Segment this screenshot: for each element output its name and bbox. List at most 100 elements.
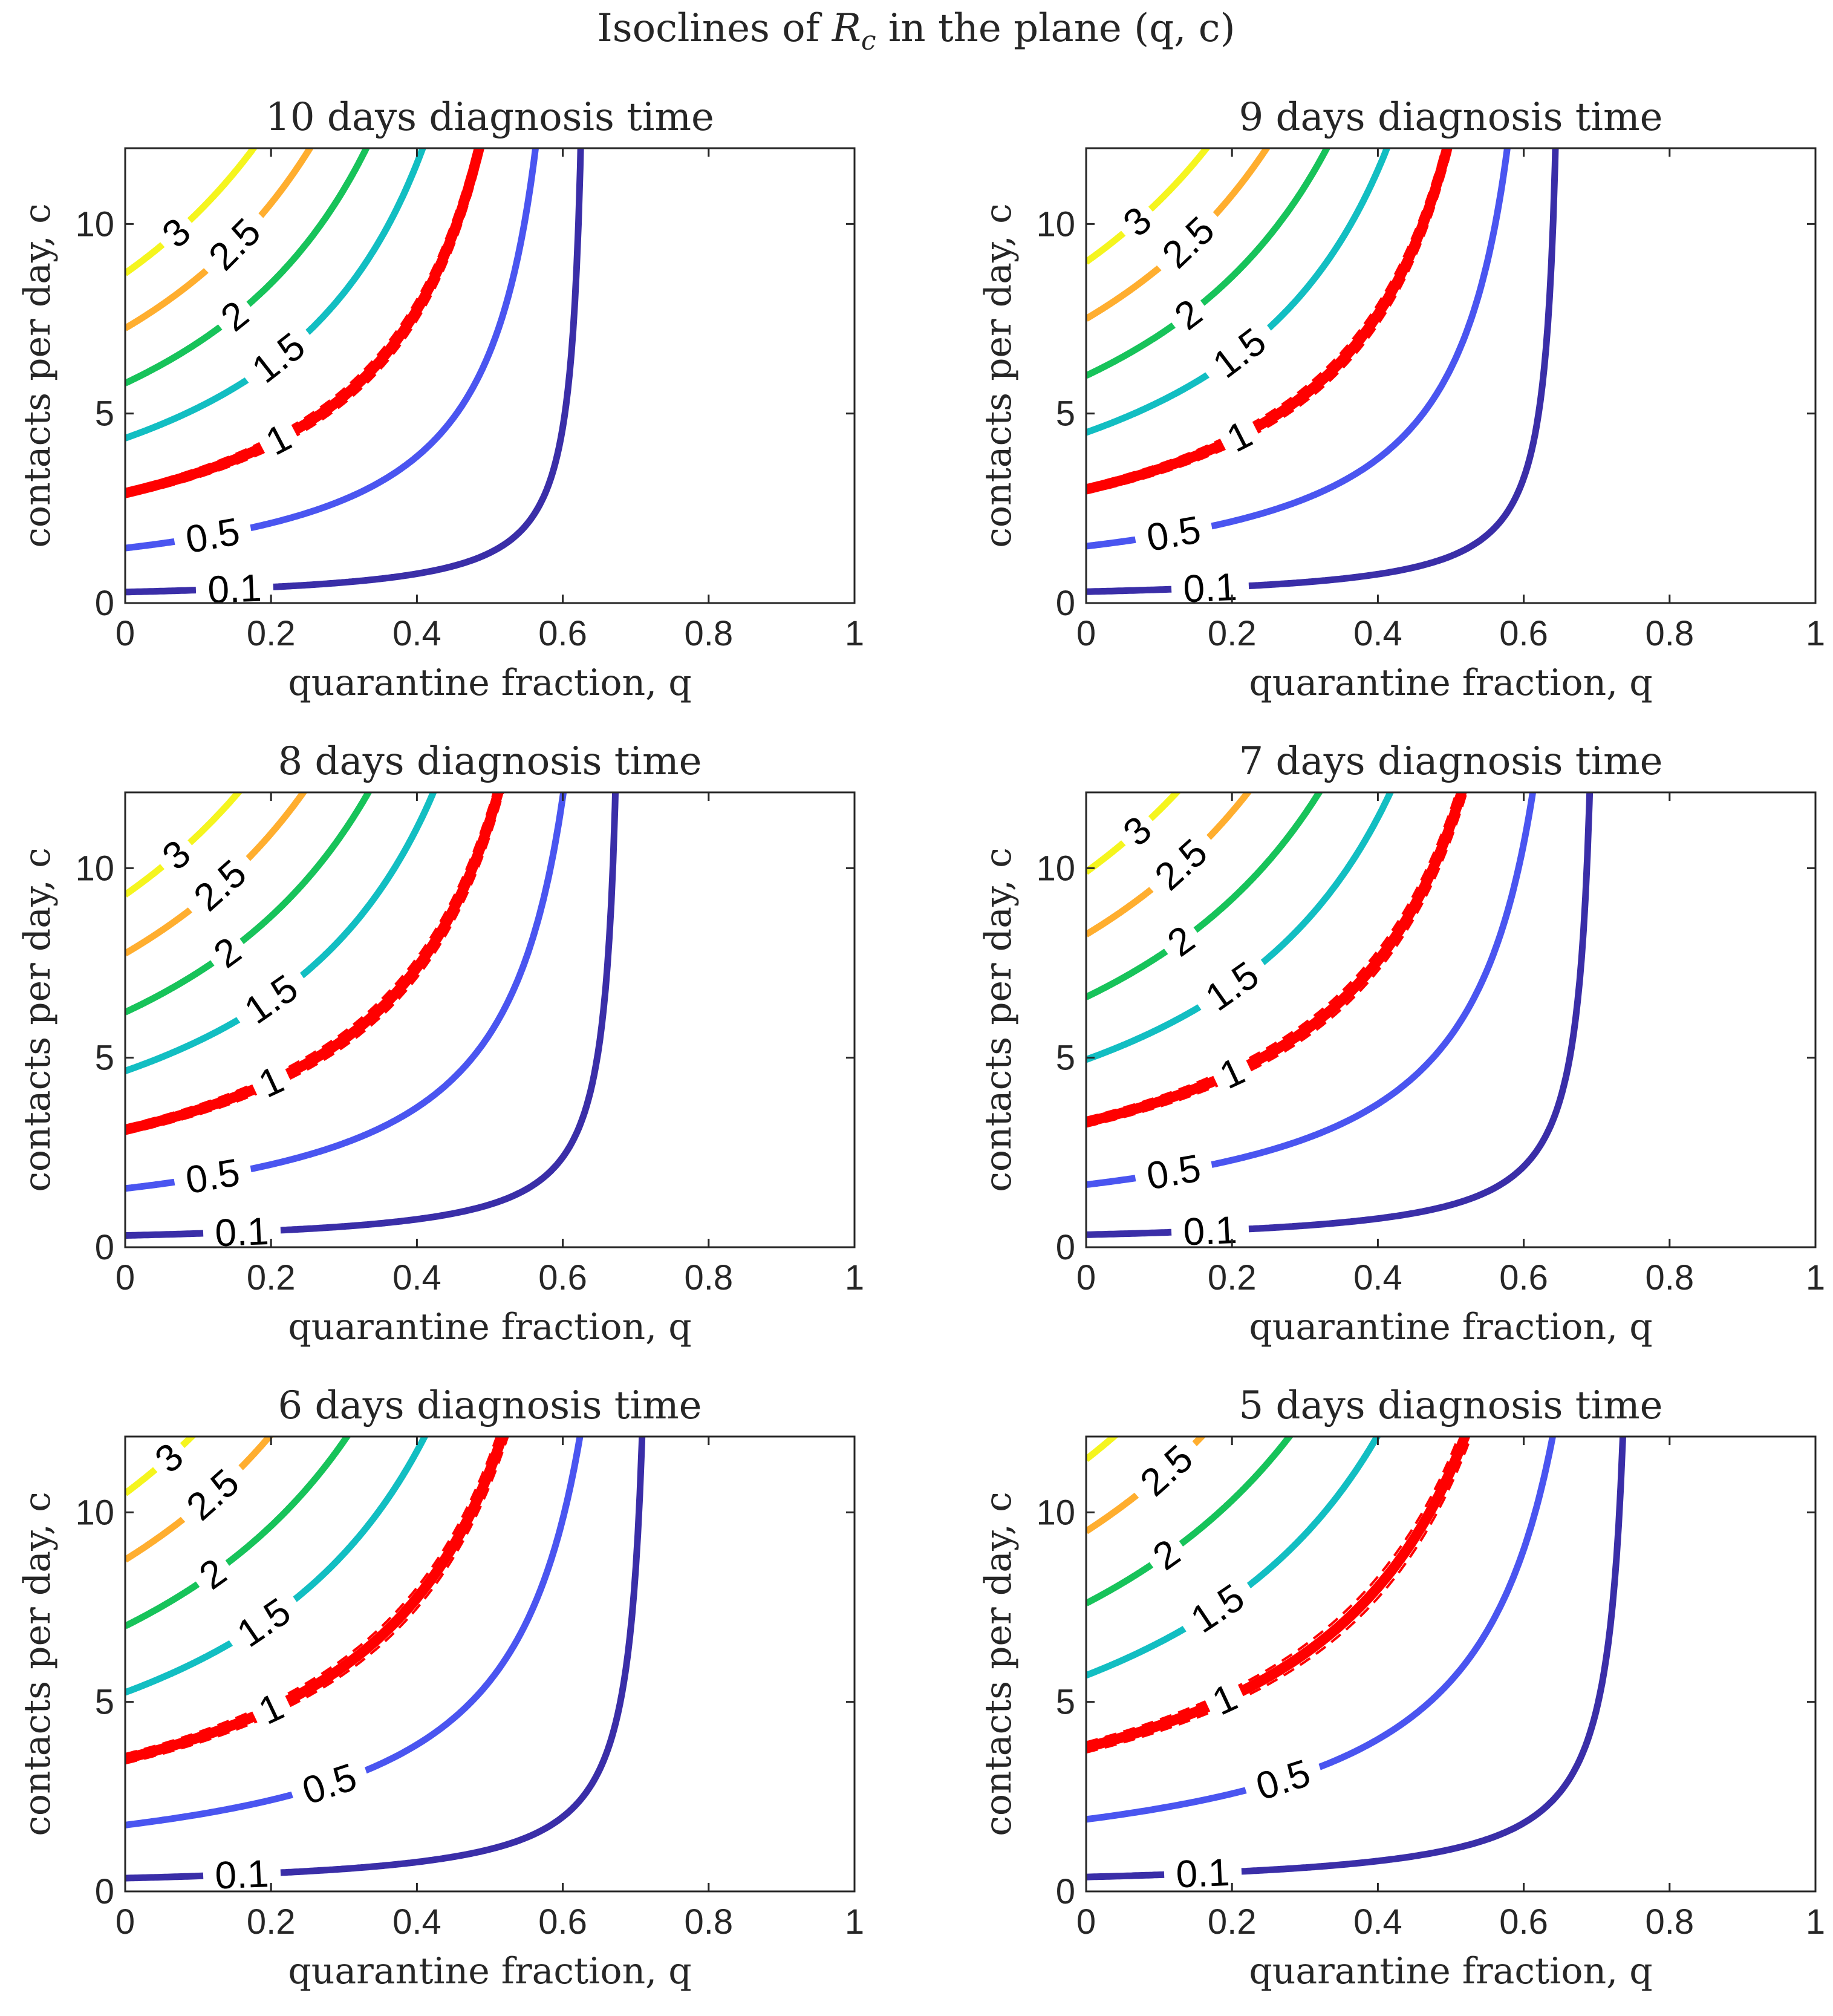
contour-label-gap — [229, 962, 313, 1036]
isocline-1 — [125, 792, 504, 1135]
x-tick-label: 0.6 — [1499, 1902, 1548, 1942]
x-tick-label: 0.8 — [684, 1902, 733, 1942]
y-tick-label: 5 — [95, 394, 114, 434]
x-tick-label: 1 — [1806, 1258, 1825, 1297]
contour-label-gap — [187, 1548, 238, 1599]
x-tick-label: 1 — [845, 1258, 864, 1297]
contour-label-0.1: 0.1 — [202, 1851, 282, 1897]
y-tick-label: 5 — [1056, 394, 1075, 434]
isocline-0.5 — [1086, 1437, 1557, 1823]
x-tick-label: 0.8 — [1645, 1258, 1694, 1297]
x-tick-label: 0.2 — [1208, 1258, 1257, 1297]
x-axis-label: quarantine fraction, q — [1249, 1306, 1652, 1348]
contour-label-text: 0.5 — [183, 509, 243, 561]
x-tick-label: 1 — [845, 614, 864, 653]
contour-label-0.5: 0.5 — [171, 1150, 254, 1202]
isocline-1 — [1086, 792, 1467, 1127]
contour-label-gap — [1147, 202, 1229, 282]
contour-label-2: 2 — [1155, 915, 1206, 967]
plot-area — [1086, 1437, 1815, 1891]
contour-label-0.5: 0.5 — [171, 509, 254, 561]
contour-label-gap — [209, 290, 261, 342]
contour-label-gap — [1141, 1529, 1192, 1580]
contour-label-gap — [1132, 509, 1215, 558]
x-tick-label: 0.4 — [392, 1902, 441, 1942]
contour-label-gap — [195, 569, 275, 608]
panel-title: 6 days diagnosis time — [278, 1383, 702, 1428]
panel-title: 9 days diagnosis time — [1239, 95, 1662, 140]
y-axis-label: contacts per day, c — [16, 1492, 59, 1836]
contour-label-gap — [194, 204, 275, 285]
plot-area — [125, 1437, 855, 1891]
axes-box — [124, 1435, 856, 1893]
x-tick-label: 0 — [1076, 1902, 1096, 1942]
x-tick-label: 0.2 — [1208, 1902, 1257, 1942]
figure-title: Isoclines of Rc in the plane (q, c) — [597, 6, 1235, 56]
y-tick-label: 5 — [1056, 1683, 1075, 1722]
y-tick-label: 0 — [95, 1228, 114, 1267]
isocline-3 — [1086, 792, 1182, 875]
isocline-2 — [125, 148, 370, 387]
contour-label-gap — [201, 927, 253, 978]
figure-title-suffix: in the plane (q, c) — [876, 6, 1236, 51]
isocline-3 — [1086, 1437, 1119, 1462]
y-tick-label: 10 — [1036, 849, 1075, 888]
y-tick-label: 10 — [75, 1493, 114, 1532]
contour-label-0.5: 0.5 — [1132, 507, 1215, 559]
x-tick-label: 0 — [1076, 1258, 1096, 1297]
axes-box — [124, 791, 856, 1248]
contour-label-gap — [1197, 315, 1281, 391]
contour-label-1.5: 1.5 — [1175, 1571, 1260, 1645]
contour-label-gap — [1200, 1675, 1249, 1724]
contour-label-gap — [171, 1455, 254, 1534]
figure-title-symbol: R — [832, 6, 861, 51]
contour-label-gap — [1170, 567, 1250, 608]
x-tick-label: 0.8 — [684, 614, 733, 653]
x-axis-label: quarantine fraction, q — [288, 1306, 691, 1348]
y-tick-label: 10 — [1036, 204, 1075, 244]
x-tick-label: 0.2 — [247, 614, 296, 653]
contour-label-gap — [221, 1585, 306, 1660]
contour-label-gap — [171, 1152, 254, 1201]
axes-box — [1085, 147, 1817, 604]
x-tick-label: 0.6 — [538, 1902, 587, 1942]
contour-label-gap — [202, 1212, 282, 1252]
contour-label-text: 0.1 — [1182, 1208, 1238, 1254]
axes-box — [124, 147, 856, 604]
isocline-2 — [125, 1437, 351, 1629]
isocline-1 — [125, 1437, 508, 1764]
x-tick-label: 1 — [1806, 614, 1825, 653]
isocline-1 — [125, 148, 485, 498]
contour-label-0.1: 0.1 — [1170, 1208, 1250, 1254]
y-tick-label: 0 — [1056, 1228, 1075, 1267]
contour-label-2: 2 — [1141, 1529, 1192, 1580]
contour-label-gap — [253, 415, 303, 464]
x-tick-label: 0 — [1076, 614, 1096, 653]
contour-label-gap — [247, 1684, 296, 1733]
x-tick-label: 1 — [1806, 1902, 1825, 1942]
isocline-3 — [125, 792, 243, 898]
contour-label-gap — [171, 511, 254, 560]
contour-label-0.1: 0.1 — [1170, 565, 1250, 611]
contour-label-gap — [151, 207, 202, 259]
contour-label-gap — [143, 1432, 195, 1484]
isocline-band-1 — [1086, 1437, 1473, 1754]
isocline-band-1 — [1086, 1437, 1460, 1744]
contour-label-gap — [1214, 411, 1264, 461]
contour-label-gap — [1112, 805, 1163, 857]
contour-label-2: 2 — [187, 1548, 238, 1599]
contour-label-gap — [1170, 1211, 1250, 1251]
contour-label-text: 0.1 — [214, 1851, 270, 1897]
isocline-3 — [125, 1437, 197, 1496]
contour-label-gap — [247, 1057, 296, 1106]
contour-label-gap — [1190, 948, 1274, 1023]
contour-label-group: 0.10.511.522.53 — [151, 204, 321, 612]
x-tick-label: 0.2 — [1208, 614, 1257, 653]
isocline-1 — [1086, 148, 1453, 495]
y-tick-label: 10 — [75, 204, 114, 244]
x-tick-label: 0.8 — [684, 1258, 733, 1297]
contour-label-gap — [1240, 1750, 1326, 1809]
